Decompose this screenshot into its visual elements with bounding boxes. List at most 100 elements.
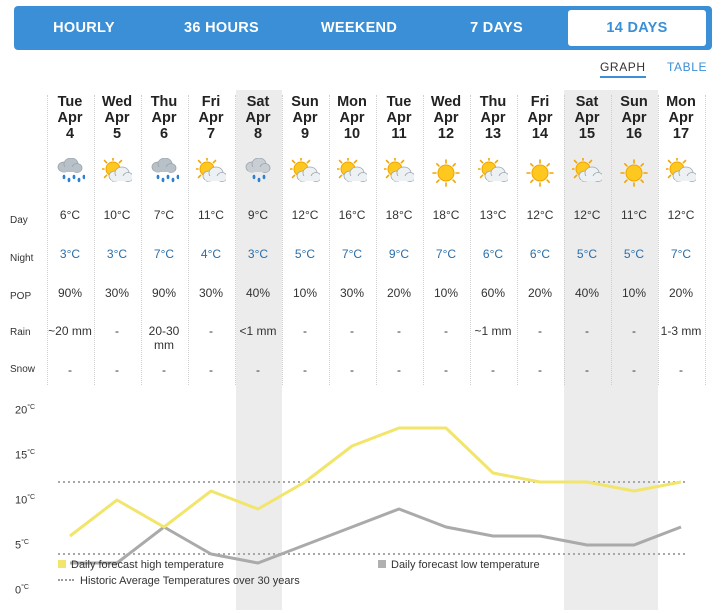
snow-value: - [491,363,495,377]
night-value: 7°C [341,247,363,261]
high-temperature-line [69,426,682,538]
y-tick: 5°C [15,539,29,552]
tab-hourly[interactable]: HOURLY [53,20,115,36]
rain-value: ~20 mm [48,324,92,338]
day-header-mon: Apr [292,110,318,126]
day-header-mon: Apr [527,110,553,126]
day-header: Sun Apr 9 [282,94,328,142]
night-value: 7°C [435,247,457,261]
day-header-dow: Thu [150,94,178,110]
snow-value: - [444,363,448,377]
rain-cloud-icon [55,157,86,188]
y-tick: 20°C [15,404,36,417]
night-value: 6°C [529,247,551,261]
night-value: 4°C [200,247,222,261]
legend-high-swatch [58,560,66,568]
column-divider [375,95,377,385]
snow-value: - [397,363,401,377]
day-header: Wed Apr 12 [423,94,469,142]
day-header-date: 5 [112,126,122,142]
snow-value: - [585,363,589,377]
day-header-dow: Tue [57,94,83,110]
day-value: 12°C [291,208,319,222]
day-value: 12°C [526,208,554,222]
sun-cloud-icon [382,156,416,188]
rain-value: - [115,324,119,338]
sun-icon [619,158,649,188]
day-value: 11°C [621,208,647,222]
pop-value: 20% [668,286,694,300]
column-divider [563,95,565,385]
sun-cloud-icon [194,156,228,188]
day-header-date: 17 [672,126,690,142]
day-header-mon: Apr [621,110,647,126]
pop-value: 10% [621,286,647,300]
row-label-rain: Rain [10,327,31,338]
row-label-day: Day [10,215,28,226]
snow-value: - [256,363,260,377]
table-view-toggle[interactable]: TABLE [667,60,708,74]
tab-7-days[interactable]: 7 DAYS [470,20,523,36]
tab-36-hours[interactable]: 36 HOURS [184,20,259,36]
day-header-date: 14 [531,126,549,142]
day-value: 12°C [573,208,601,222]
day-header-date: 13 [484,126,502,142]
day-header-date: 11 [391,126,407,142]
sun-icon [525,158,555,188]
column-divider [93,95,95,385]
day-header-mon: Apr [57,110,83,126]
legend-high: Daily forecast high temperature [58,559,224,571]
day-header: Sat Apr 8 [235,94,281,142]
rain-value: 20-30 mm [148,324,180,352]
y-tick: 0°C [15,584,29,597]
snow-value: - [209,363,213,377]
day-header-dow: Sat [246,94,270,110]
sun-cloud-icon [288,156,322,188]
night-value: 3°C [106,247,128,261]
snow-value: - [162,363,166,377]
day-header-mon: Apr [574,110,600,126]
column-divider [140,95,142,385]
day-header-dow: Mon [666,94,696,110]
light-rain-cloud-icon [243,157,273,188]
row-label-snow: Snow [10,364,36,375]
day-header: Fri Apr 14 [517,94,563,142]
tab-14-days[interactable]: 14 DAYS [568,10,706,46]
pop-value: 60% [480,286,506,300]
day-value: 13°C [479,208,507,222]
day-header-date: 4 [65,126,75,142]
rain-value: - [303,324,307,338]
rain-value: - [209,324,213,338]
day-header-date: 15 [578,126,596,142]
pop-value: 90% [151,286,177,300]
day-header-dow: Thu [479,94,507,110]
sun-cloud-icon [335,156,369,188]
graph-view-toggle[interactable]: GRAPH [600,60,646,78]
legend-historic: Historic Average Temperatures over 30 ye… [58,575,300,587]
column-divider [46,95,48,385]
snow-value: - [303,363,307,377]
day-header-dow: Wed [101,94,133,110]
rain-value: - [444,324,448,338]
column-divider [187,95,189,385]
snow-value: - [68,363,72,377]
night-value: 7°C [670,247,692,261]
tab-weekend[interactable]: WEEKEND [320,20,398,36]
column-divider [657,95,659,385]
day-header-date: 6 [159,126,169,142]
night-value: 3°C [59,247,81,261]
day-header-mon: Apr [245,110,271,126]
legend-low-swatch [378,560,386,568]
rain-value: <1 mm [239,324,277,338]
day-header-mon: Apr [198,110,224,126]
day-header-dow: Sat [575,94,599,110]
day-header: Thu Apr 13 [470,94,516,142]
y-tick: 10°C [15,494,36,507]
day-value: 9°C [247,208,269,222]
day-header-date: 7 [206,126,216,142]
day-header-mon: Apr [151,110,177,126]
day-header: Sat Apr 15 [564,94,610,142]
day-value: 7°C [153,208,175,222]
sun-cloud-icon [570,156,604,188]
day-header-date: 12 [437,126,455,142]
